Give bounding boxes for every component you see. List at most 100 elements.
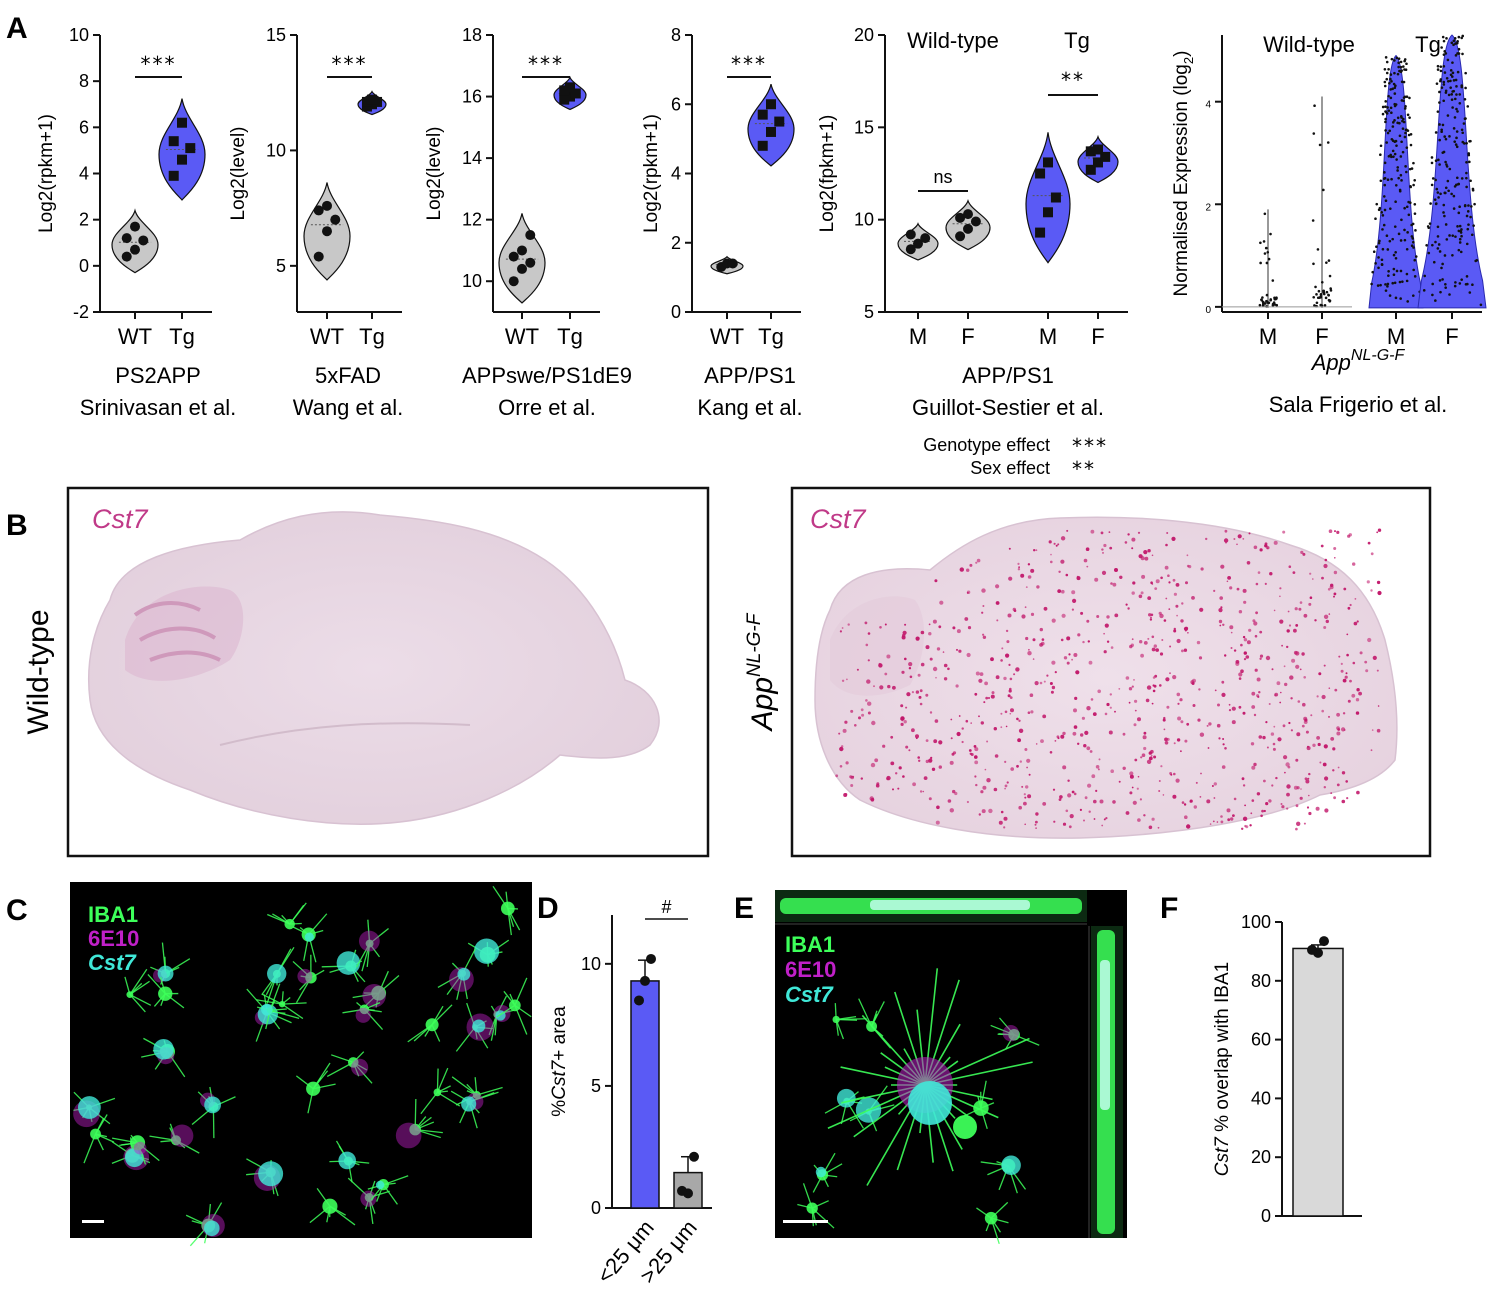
ish-dot — [1093, 799, 1097, 804]
panel-letter-d: D — [537, 892, 559, 925]
ish-dot — [1035, 812, 1039, 816]
y-tick-label: 5 — [276, 256, 286, 276]
data-point — [1400, 116, 1403, 119]
ish-dot — [1330, 792, 1333, 794]
ish-dot — [1061, 613, 1066, 618]
ish-dot — [1286, 792, 1290, 797]
data-point — [508, 276, 519, 287]
data-point — [1383, 80, 1387, 84]
ish-dot — [936, 805, 940, 810]
cst7-signal — [473, 938, 500, 964]
cst7-signal — [336, 951, 361, 975]
data-point — [1412, 183, 1415, 187]
ish-dot — [1159, 613, 1164, 619]
data-point — [1450, 41, 1454, 45]
ish-dot — [1007, 694, 1011, 698]
data-point — [1405, 205, 1409, 209]
ish-dot — [1308, 794, 1310, 797]
microglia-process — [488, 1014, 498, 1036]
ish-dot — [978, 813, 981, 816]
ish-dot — [1232, 814, 1235, 817]
data-point — [1471, 187, 1475, 191]
x-tick-label: F — [961, 324, 974, 349]
microglia-soma — [322, 1198, 338, 1214]
ish-dot — [1000, 726, 1003, 729]
ish-dot — [1175, 604, 1179, 608]
ish-dot — [1345, 672, 1348, 675]
ish-dot — [1282, 530, 1286, 534]
y-tick-label: 18 — [462, 25, 482, 45]
ish-dot — [1097, 768, 1100, 771]
data-point — [1388, 294, 1392, 297]
scale-bar-e — [783, 1220, 828, 1223]
microglia-soma — [359, 1004, 370, 1015]
label-c-cst7: Cst7 — [88, 950, 137, 975]
ish-dot — [1054, 671, 1057, 674]
ish-dot — [1281, 644, 1283, 647]
ish-dot — [1226, 808, 1231, 813]
data-point — [1463, 117, 1467, 121]
ish-dot — [1110, 582, 1113, 585]
ish-dot — [1272, 747, 1276, 751]
group-title: Tg — [1064, 28, 1090, 53]
ish-dot — [1218, 619, 1223, 624]
y-tick-label: 0 — [79, 256, 89, 276]
data-point — [1404, 128, 1408, 132]
data-point — [905, 229, 916, 240]
ish-dot — [1286, 645, 1289, 649]
data-point — [1384, 283, 1387, 286]
ish-dot — [892, 788, 894, 791]
ish-dot — [984, 681, 988, 686]
cst7-signal — [258, 1161, 284, 1187]
ish-dot — [932, 619, 937, 624]
chart-caption: Srinivasan et al. — [80, 395, 237, 420]
y-axis-label: Log2(level) — [424, 127, 445, 221]
ish-dot — [933, 739, 938, 744]
ish-dot — [1220, 815, 1223, 818]
ish-dot — [1051, 660, 1056, 665]
data-point — [1439, 65, 1443, 68]
ish-dot — [850, 709, 854, 713]
data-point — [1454, 235, 1457, 238]
ish-dot — [1334, 688, 1338, 692]
ish-dot — [1008, 576, 1013, 581]
data-point — [1412, 161, 1415, 165]
ish-dot — [1177, 702, 1180, 705]
data-point — [1043, 207, 1053, 218]
microglia-process — [455, 1026, 476, 1052]
ish-dot — [1211, 785, 1214, 787]
ish-dot — [939, 600, 944, 605]
ish-dot — [1155, 648, 1159, 652]
data-point — [1327, 298, 1331, 302]
ish-dot — [932, 666, 938, 672]
ish-dot — [1351, 693, 1356, 698]
ish-dot — [1077, 633, 1081, 637]
data-point — [1479, 303, 1483, 307]
ish-dot — [1338, 655, 1341, 658]
ish-dot — [1213, 782, 1218, 786]
ish-dot — [908, 662, 913, 667]
microglia-soma — [365, 939, 374, 948]
data-point — [168, 136, 179, 147]
ish-dot — [1134, 709, 1137, 712]
ish-dot — [974, 692, 978, 696]
ish-dot — [1219, 624, 1222, 627]
microglia-process — [281, 1003, 304, 1020]
y-axis-label-post: % overlap with IBA1 — [1212, 962, 1233, 1137]
data-point — [1434, 131, 1438, 134]
ish-dot — [1143, 814, 1146, 817]
data-point — [1311, 219, 1315, 222]
ish-dot — [1035, 827, 1037, 829]
data-point — [565, 91, 575, 102]
bar — [1292, 947, 1344, 1217]
data-point — [1394, 256, 1398, 260]
ish-dot — [1344, 675, 1348, 679]
data-point — [1409, 185, 1412, 189]
data-point — [766, 99, 776, 110]
ish-dot — [1176, 638, 1181, 644]
data-point — [1465, 141, 1468, 145]
y-tick-label: 8 — [79, 71, 89, 91]
ish-dot — [1032, 658, 1035, 660]
data-point — [1465, 160, 1468, 164]
ish-dot — [1366, 580, 1370, 584]
